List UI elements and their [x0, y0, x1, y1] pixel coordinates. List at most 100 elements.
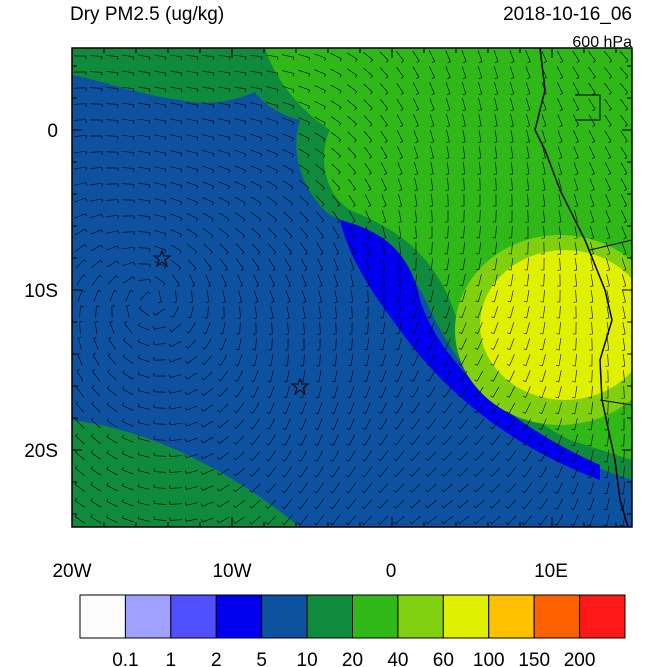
wind-barb [555, 370, 562, 383]
wind-barb [541, 50, 548, 63]
wind-barb [76, 385, 84, 398]
wind-barb [299, 211, 309, 223]
wind-barb [233, 484, 245, 493]
wind-barb [587, 514, 595, 527]
wind-barb [250, 86, 263, 93]
wind-barb [587, 434, 594, 447]
wind-barb [621, 274, 627, 287]
wind-barb [397, 257, 401, 271]
wind-barb [490, 402, 500, 414]
wind-barb [476, 209, 481, 223]
wind-barb [284, 243, 293, 255]
wind-barb [153, 468, 167, 473]
wind-barb [413, 114, 419, 127]
wind-barb [397, 241, 401, 255]
wind-barb [361, 466, 372, 478]
wind-barb [619, 67, 629, 79]
wind-barb [457, 467, 469, 477]
wind-barb [462, 98, 466, 111]
wind-barb [621, 242, 627, 255]
wind-barb [621, 369, 625, 383]
wind-barb [605, 353, 609, 367]
wind-barb [619, 51, 629, 63]
wind-barb [122, 498, 134, 507]
wind-barb [187, 244, 198, 255]
wind-barb [233, 500, 245, 509]
wind-barb [202, 212, 214, 222]
wind-barb [604, 466, 610, 479]
wind-barb [202, 134, 215, 141]
wind-barb [524, 290, 530, 303]
wind-barb [109, 290, 118, 302]
wind-barb [90, 214, 103, 218]
wind-barb [265, 467, 276, 478]
wind-barb [377, 450, 388, 462]
wind-barb [330, 53, 342, 62]
wind-barb [250, 402, 260, 414]
wind-barb [285, 274, 291, 287]
wind-barb [393, 451, 404, 462]
wind-barb [267, 243, 277, 255]
wind-barb [138, 231, 151, 236]
wind-barb [474, 370, 484, 382]
wind-barb [234, 165, 246, 174]
wind-barb [202, 338, 212, 350]
wind-barb [269, 290, 275, 303]
wind-barb [331, 402, 339, 415]
wind-barb [442, 322, 451, 334]
wind-barb [121, 231, 135, 235]
title: Dry PM2.5 (ug/kg) [70, 4, 224, 25]
wind-barb [170, 86, 183, 93]
wind-barb [333, 242, 340, 255]
wind-barb [122, 418, 134, 427]
wind-barb [137, 403, 150, 410]
wind-barb [201, 436, 214, 444]
wind-barb [364, 194, 372, 207]
wind-barb [122, 151, 135, 156]
wind-barb [314, 116, 326, 126]
wind-barb [154, 102, 167, 109]
wind-barb [441, 516, 453, 525]
wind-barb [457, 419, 468, 430]
wind-barb [539, 322, 546, 335]
colorbar-label: 20 [342, 650, 363, 667]
wind-barb [299, 402, 307, 415]
wind-barb [217, 387, 229, 397]
wind-barb [169, 469, 183, 473]
wind-barb [555, 354, 562, 367]
wind-barb [588, 114, 596, 127]
wind-barb [606, 274, 610, 287]
wind-barb [122, 261, 135, 267]
wind-barb [490, 322, 499, 335]
wind-barb [122, 54, 135, 60]
wind-barb [202, 165, 215, 173]
wind-barb [393, 467, 405, 477]
wind-barb [107, 353, 117, 365]
wind-barb [169, 341, 182, 348]
wind-barb [557, 241, 561, 255]
wind-barb [202, 197, 214, 206]
wind-barb [394, 402, 404, 414]
wind-barb [186, 86, 199, 93]
wind-barb [331, 195, 341, 207]
wind-barb [105, 119, 119, 124]
wind-barb [476, 242, 482, 255]
wind-barb [282, 434, 292, 446]
wind-barb [333, 306, 338, 319]
wind-barb [122, 370, 134, 380]
wind-barb [105, 199, 119, 203]
wind-barb [250, 133, 263, 141]
wind-barb [333, 321, 337, 335]
wind-barb [138, 118, 151, 125]
wind-barb [398, 210, 402, 223]
wind-barb [137, 247, 151, 252]
wind-barb [297, 515, 309, 526]
wind-barb [75, 449, 85, 461]
wind-barb [409, 451, 421, 461]
wind-barb [317, 274, 323, 287]
wind-barb [218, 165, 231, 173]
wind-barb [489, 499, 501, 509]
wind-barb [331, 370, 338, 383]
wind-barb [441, 467, 453, 477]
wind-barb [588, 98, 596, 111]
